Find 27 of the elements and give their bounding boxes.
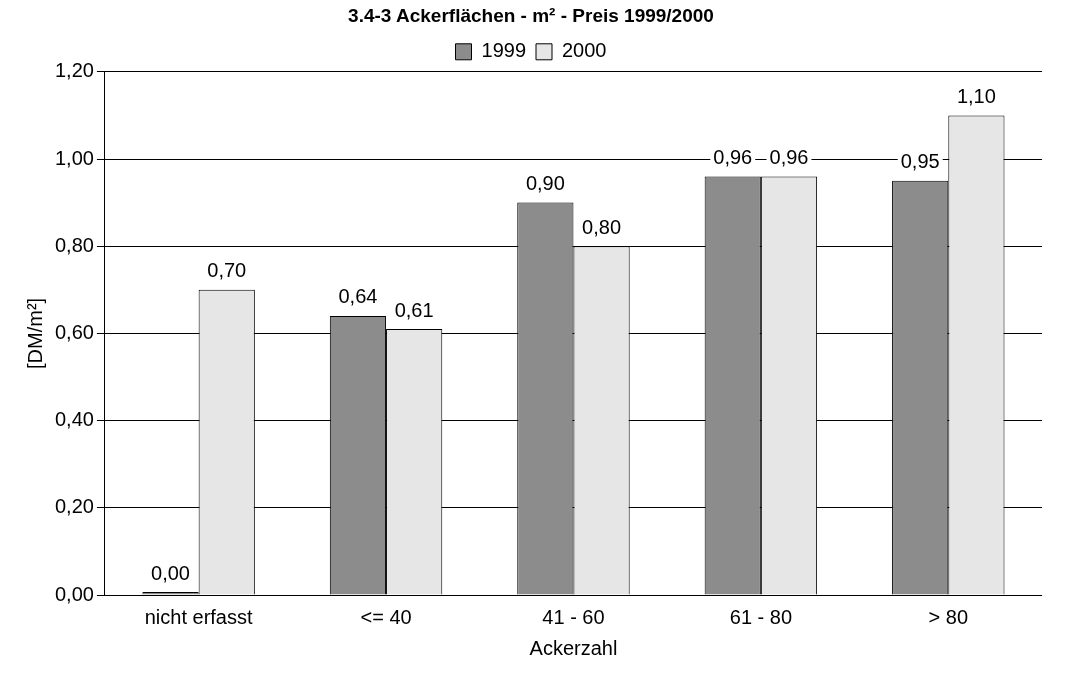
- legend-label: 1999: [481, 39, 527, 62]
- y-tick-label: 0,60: [54, 320, 94, 343]
- y-tick-label: 1,20: [54, 59, 94, 82]
- x-tick-label: 41 - 60: [542, 605, 605, 628]
- y-axis-title: [DM/m²]: [23, 297, 46, 369]
- x-tick-label: <= 40: [360, 605, 412, 628]
- data-label: 0,64: [338, 285, 378, 308]
- data-label: 0,96: [713, 145, 753, 168]
- data-label: 0,95: [900, 150, 940, 173]
- x-tick-label: nicht erfasst: [144, 605, 253, 628]
- data-label: 1,10: [956, 84, 996, 107]
- y-tick-label: 0,20: [54, 495, 94, 518]
- x-tick-label: 61 - 80: [729, 605, 793, 628]
- x-axis-title: Ackerzahl: [529, 636, 618, 659]
- data-label: 0,96: [769, 145, 809, 168]
- x-tick-label: > 80: [928, 605, 969, 628]
- y-tick-label: 0,40: [54, 408, 94, 431]
- y-tick-label: 1,00: [54, 146, 94, 169]
- legend-label: 2000: [562, 39, 607, 62]
- data-label: 0,00: [151, 561, 190, 584]
- data-label: 0,90: [525, 172, 565, 195]
- y-tick-label: 0,80: [54, 233, 94, 256]
- y-tick-label: 0,00: [54, 582, 94, 605]
- data-label: 0,61: [394, 298, 434, 321]
- data-label: 0,80: [582, 215, 622, 238]
- chart-title: 3.4-3 Ackerflächen - m² - Preis 1999/2000: [348, 4, 714, 26]
- data-label: 0,70: [207, 259, 247, 282]
